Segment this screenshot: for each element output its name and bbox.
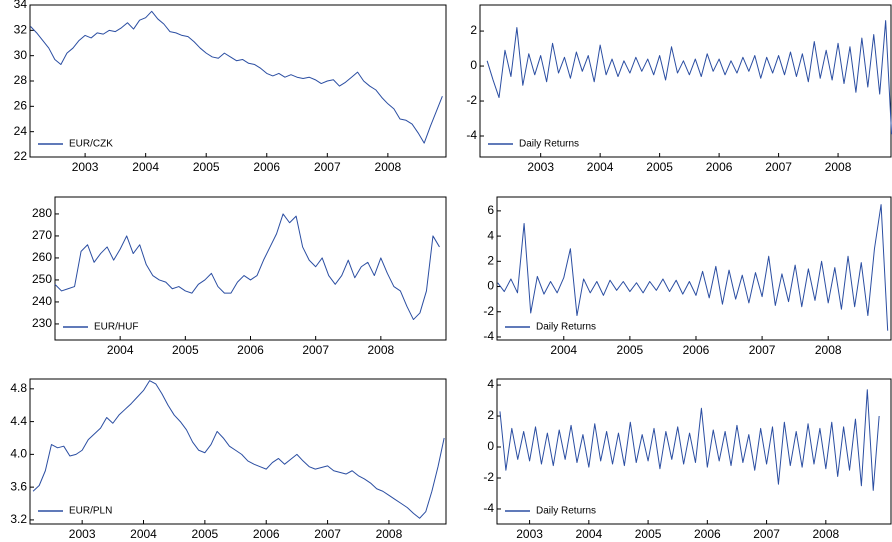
x-tick-label: 2006 (253, 160, 280, 174)
y-tick-label: 34 (14, 0, 28, 11)
plot-frame (29, 378, 447, 525)
x-tick-label: 2008 (815, 343, 842, 357)
y-tick-label: -2 (483, 470, 494, 484)
y-tick-label: 230 (32, 316, 52, 330)
y-tick-label: 2 (470, 23, 477, 37)
x-tick-label: 2008 (376, 527, 403, 541)
x-tick-label: 2008 (367, 343, 394, 357)
y-tick-label: -2 (483, 304, 494, 318)
plot-frame (54, 196, 447, 341)
y-tick-label: 2 (487, 253, 494, 267)
y-tick-label: 3.6 (10, 479, 27, 493)
x-tick-label: 2004 (132, 160, 159, 174)
y-tick-label: 250 (32, 272, 52, 286)
x-tick-label: 2007 (314, 160, 341, 174)
legend-label: EUR/PLN (69, 506, 112, 517)
y-tick-label: 4 (487, 377, 494, 391)
y-tick-label: 4 (487, 228, 494, 242)
x-tick-label: 2005 (192, 527, 219, 541)
y-tick-label: 32 (14, 23, 28, 37)
y-tick-label: 22 (14, 149, 28, 163)
legend-label: Daily Returns (536, 506, 596, 517)
y-tick-label: 6 (487, 203, 494, 217)
y-tick-label: 26 (14, 99, 28, 113)
x-tick-label: 2005 (193, 160, 220, 174)
x-tick-label: 2004 (587, 160, 614, 174)
y-tick-label: 0 (487, 439, 494, 453)
x-tick-label: 2007 (302, 343, 329, 357)
y-tick-label: -4 (466, 128, 477, 142)
series-line (499, 389, 880, 491)
y-tick-label: -2 (466, 93, 477, 107)
series-line (54, 213, 440, 321)
x-tick-label: 2006 (694, 527, 721, 541)
y-tick-label: 0 (470, 58, 477, 72)
x-tick-label: 2003 (69, 527, 96, 541)
legend-label: EUR/HUF (94, 322, 138, 333)
x-tick-label: 2007 (765, 160, 792, 174)
plot-frame (496, 378, 892, 525)
y-tick-label: 260 (32, 250, 52, 264)
x-tick-label: 2006 (706, 160, 733, 174)
x-tick-label: 2003 (527, 160, 554, 174)
plot-frame (479, 4, 892, 158)
x-tick-label: 2005 (172, 343, 199, 357)
x-tick-label: 2008 (825, 160, 852, 174)
x-tick-label: 2005 (646, 160, 673, 174)
x-tick-label: 2005 (617, 343, 644, 357)
y-tick-label: 4.4 (10, 414, 27, 428)
y-tick-label: 0 (487, 279, 494, 293)
x-tick-label: 2008 (812, 527, 839, 541)
x-tick-label: 2003 (72, 160, 99, 174)
series-line (486, 20, 892, 135)
x-tick-label: 2007 (314, 527, 341, 541)
x-tick-label: 2006 (253, 527, 280, 541)
y-tick-label: -4 (483, 501, 494, 515)
x-tick-label: 2003 (516, 527, 543, 541)
y-tick-label: 30 (14, 48, 28, 62)
x-tick-label: 2006 (683, 343, 710, 357)
y-tick-label: 4.8 (10, 381, 27, 395)
y-tick-label: 280 (32, 206, 52, 220)
y-tick-label: 240 (32, 294, 52, 308)
x-tick-label: 2004 (550, 343, 577, 357)
x-tick-label: 2006 (237, 343, 264, 357)
series-line (497, 204, 889, 331)
y-tick-label: 28 (14, 73, 28, 87)
y-tick-label: 2 (487, 408, 494, 422)
y-tick-label: 4.0 (10, 447, 27, 461)
legend-label: EUR/CZK (69, 139, 113, 150)
x-tick-label: 2005 (635, 527, 662, 541)
legend-label: Daily Returns (536, 322, 596, 333)
y-tick-label: -4 (483, 329, 494, 343)
x-tick-label: 2008 (375, 160, 402, 174)
x-tick-label: 2004 (130, 527, 157, 541)
plot-frame (29, 4, 447, 158)
series-line (32, 380, 445, 519)
series-line (30, 10, 443, 144)
x-tick-label: 2007 (749, 343, 776, 357)
legend-label: Daily Returns (519, 139, 579, 150)
x-tick-label: 2007 (753, 527, 780, 541)
y-tick-label: 270 (32, 228, 52, 242)
x-tick-label: 2004 (575, 527, 602, 541)
plot-frame (496, 196, 892, 341)
y-tick-label: 24 (14, 124, 28, 138)
x-tick-label: 2004 (107, 343, 134, 357)
y-tick-label: 3.2 (10, 512, 27, 526)
